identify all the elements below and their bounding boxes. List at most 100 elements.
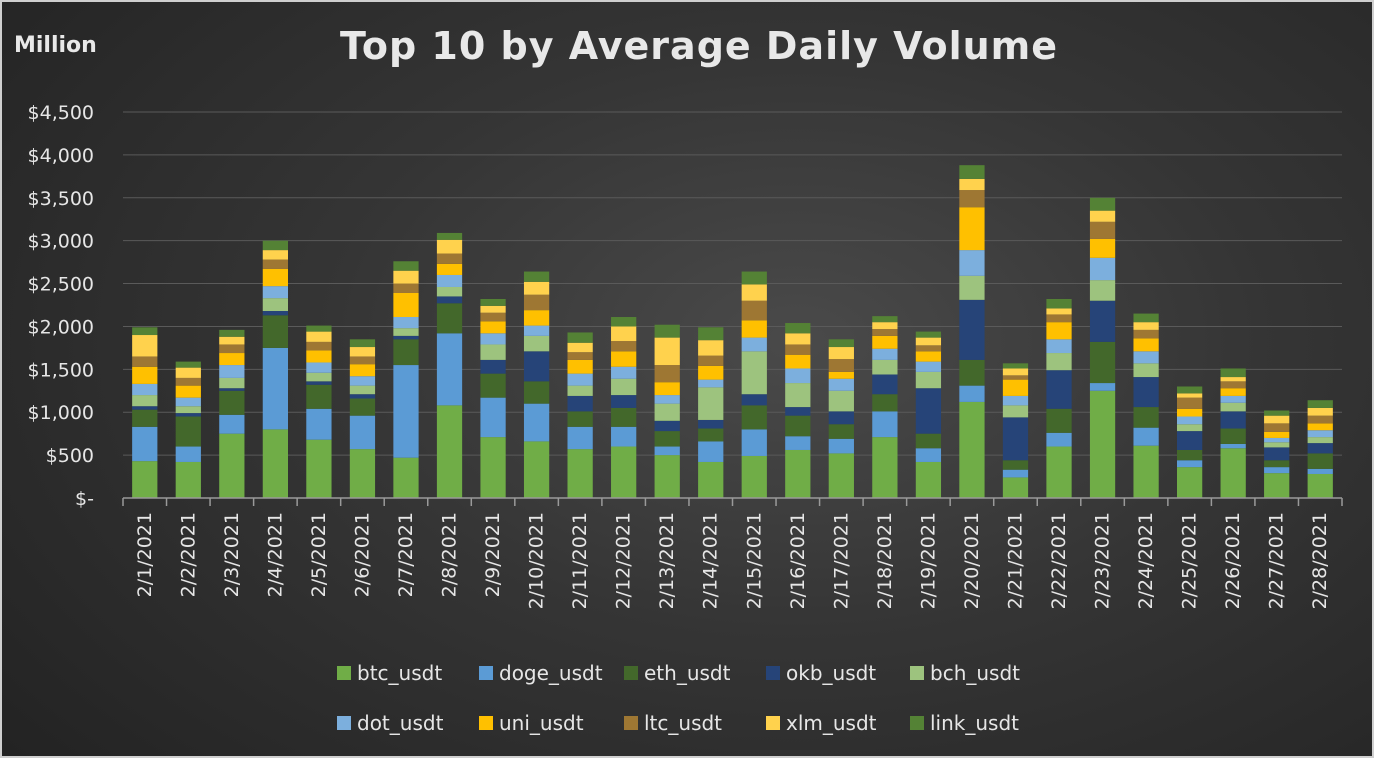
legend-swatch-eth_usdt	[624, 666, 638, 680]
bar-segment-btc_usdt	[1264, 473, 1290, 498]
bar-segment-xlm_usdt	[132, 335, 158, 357]
bar-segment-btc_usdt	[1046, 446, 1072, 498]
bar-segment-doge_usdt	[872, 411, 898, 438]
bar-segment-link_usdt	[654, 324, 680, 338]
bar-segment-btc_usdt	[480, 437, 506, 498]
bar-segment-okb_usdt	[1220, 411, 1246, 429]
bar-segment-bch_usdt	[1133, 363, 1159, 378]
x-tick-label: 2/7/2021	[395, 512, 417, 597]
bar-segment-link_usdt	[741, 271, 767, 285]
bar-segment-ltc_usdt	[872, 329, 898, 336]
bar-segment-dot_usdt	[1002, 395, 1029, 406]
bar-segment-btc_usdt	[959, 401, 985, 498]
bar-segment-btc_usdt	[393, 457, 419, 498]
bar-segment-okb_usdt	[175, 413, 201, 417]
legend: btc_usdt doge_usdt eth_usdt okb_usdt bch_usd…	[337, 661, 1020, 735]
bar-segment-eth_usdt	[1307, 453, 1333, 469]
bar-segment-uni_usdt	[1089, 238, 1116, 258]
y-tick-label: $-	[75, 488, 94, 510]
x-tick-label: 2/22/2021	[1048, 512, 1070, 609]
bar-segment-link_usdt	[436, 232, 463, 240]
bar-segment-dot_usdt	[785, 368, 811, 384]
bar-segment-xlm_usdt	[306, 331, 332, 342]
x-tick-label: 2/24/2021	[1135, 512, 1157, 609]
bar-segment-doge_usdt	[393, 365, 419, 458]
bar-segment-doge_usdt	[523, 403, 550, 442]
legend-label-btc_usdt: btc_usdt	[357, 661, 442, 685]
bar-segment-dot_usdt	[175, 397, 201, 407]
gridlines	[123, 111, 1342, 456]
bar-segment-doge_usdt	[1220, 443, 1246, 449]
bar-segment-btc_usdt	[872, 437, 898, 498]
bar-segment-uni_usdt	[1220, 388, 1246, 396]
x-tick-label: 2/5/2021	[308, 512, 330, 597]
bar-segment-xlm_usdt	[828, 347, 854, 360]
bar-segment-dot_usdt	[132, 383, 158, 396]
bar-segment-doge_usdt	[1002, 469, 1029, 478]
legend-swatch-okb_usdt	[766, 666, 780, 680]
bar-segment-dot_usdt	[219, 365, 245, 378]
bar-segment-doge_usdt	[480, 397, 506, 438]
legend-label-eth_usdt: eth_usdt	[644, 661, 731, 685]
bar-segment-eth_usdt	[741, 405, 767, 430]
bar-segment-doge_usdt	[132, 426, 158, 462]
bar-segment-eth_usdt	[1089, 341, 1116, 384]
bar-segment-eth_usdt	[1264, 460, 1290, 468]
bar-segment-xlm_usdt	[1307, 407, 1333, 416]
bar-segment-btc_usdt	[567, 449, 593, 498]
bar-segment-eth_usdt	[523, 381, 550, 404]
bar-segment-link_usdt	[785, 323, 811, 334]
bar-segment-ltc_usdt	[785, 344, 811, 355]
bar-segment-eth_usdt	[262, 315, 289, 348]
bar-segment-link_usdt	[132, 327, 158, 336]
bar-segment-okb_usdt	[1307, 443, 1333, 454]
y-axis-ticks: $- $500 $1,000 $1,500 $2,000 $2,500 $3,000 $3,5…	[28, 102, 94, 510]
bar-segment-doge_usdt	[175, 446, 201, 462]
bar-segment-link_usdt	[567, 332, 593, 343]
bar-segment-xlm_usdt	[262, 250, 289, 260]
legend-swatch-uni_usdt	[479, 716, 493, 730]
x-tick-label: 2/16/2021	[787, 512, 809, 609]
bar-segment-doge_usdt	[1089, 383, 1116, 391]
bar-segment-dot_usdt	[1220, 395, 1246, 403]
bar-segment-ltc_usdt	[828, 359, 854, 372]
x-tick-label: 2/3/2021	[221, 512, 243, 597]
bar-segment-bch_usdt	[828, 390, 854, 412]
bar-segment-dot_usdt	[828, 378, 854, 391]
bar-segment-dot_usdt	[1089, 257, 1116, 281]
bar-segment-okb_usdt	[1176, 431, 1203, 450]
bar-segment-xlm_usdt	[698, 340, 724, 356]
bar-segment-link_usdt	[1089, 197, 1116, 211]
bar-segment-xlm_usdt	[219, 336, 245, 345]
bar-segment-bch_usdt	[219, 377, 245, 389]
bar-segment-btc_usdt	[262, 429, 289, 498]
bar-segment-dot_usdt	[349, 376, 376, 386]
bar-segment-uni_usdt	[1264, 431, 1290, 438]
bar-segment-link_usdt	[262, 240, 289, 251]
bar-segment-btc_usdt	[349, 449, 376, 498]
bar-segment-uni_usdt	[915, 351, 942, 362]
bar-segment-link_usdt	[1220, 368, 1246, 378]
bar-segment-eth_usdt	[306, 384, 332, 409]
bar-segment-eth_usdt	[1176, 449, 1203, 461]
bar-segment-dot_usdt	[611, 366, 637, 379]
bar-segment-doge_usdt	[306, 408, 332, 440]
bar-segment-ltc_usdt	[1307, 415, 1333, 424]
bar-segment-xlm_usdt	[480, 305, 506, 313]
bar-segment-xlm_usdt	[567, 342, 593, 353]
bar-segment-uni_usdt	[1176, 408, 1203, 417]
y-tick-label: $500	[46, 445, 94, 467]
x-tick-label: 2/8/2021	[439, 512, 461, 597]
bar-segment-link_usdt	[1046, 298, 1072, 309]
legend-label-okb_usdt: okb_usdt	[786, 661, 876, 685]
bar-segment-okb_usdt	[132, 406, 158, 410]
x-tick-label: 2/13/2021	[656, 512, 678, 609]
bar-segment-xlm_usdt	[785, 333, 811, 345]
bar-segment-btc_usdt	[828, 453, 854, 498]
bar-segment-uni_usdt	[828, 371, 854, 379]
y-tick-label: $3,500	[28, 188, 94, 210]
bar-segment-xlm_usdt	[1002, 368, 1029, 376]
bar-segment-btc_usdt	[523, 441, 550, 498]
